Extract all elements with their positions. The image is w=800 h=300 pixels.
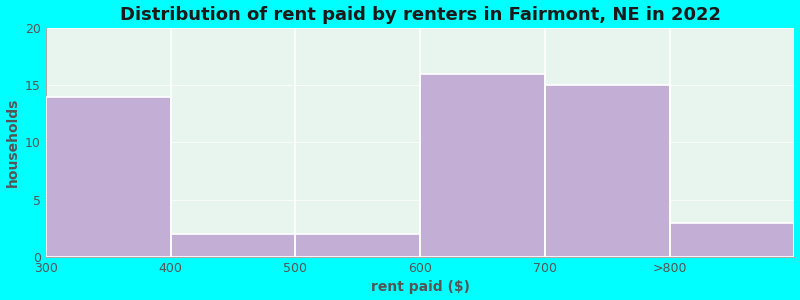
Y-axis label: households: households (6, 98, 19, 187)
Bar (295, 234, 420, 257)
Bar (420, 74, 545, 257)
Bar (170, 234, 295, 257)
X-axis label: rent paid ($): rent paid ($) (370, 280, 470, 294)
Bar (670, 223, 794, 257)
Bar (46, 97, 170, 257)
Title: Distribution of rent paid by renters in Fairmont, NE in 2022: Distribution of rent paid by renters in … (120, 6, 721, 24)
Bar (545, 85, 670, 257)
